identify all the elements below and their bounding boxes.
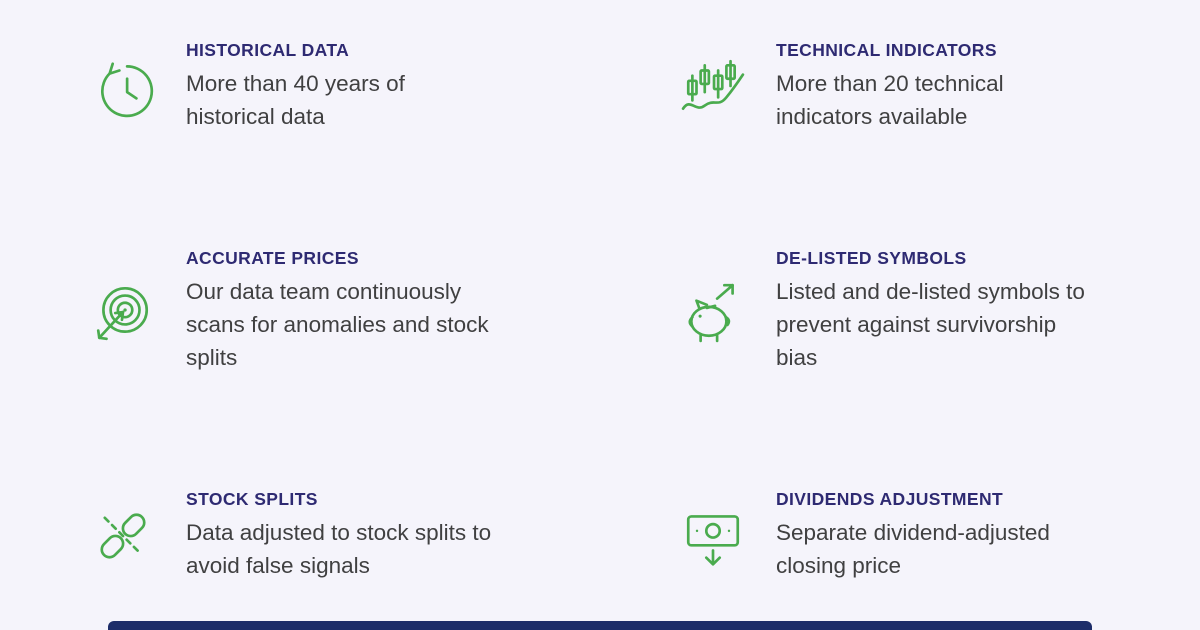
- feature-dividends-adjustment: DIVIDENDS ADJUSTMENT Separate dividend-a…: [680, 489, 1130, 582]
- feature-title: DIVIDENDS ADJUSTMENT: [776, 489, 1004, 510]
- candlestick-chart-icon: [680, 54, 746, 120]
- feature-title: STOCK SPLITS: [186, 489, 318, 510]
- feature-description: More than 20 technical indicators availa…: [776, 71, 1004, 130]
- feature-accurate-prices: ACCURATE PRICES Our data team continuous…: [90, 248, 540, 374]
- feature-grid: HISTORICAL DATA More than 40 years of hi…: [90, 40, 1130, 582]
- feature-text-block: ACCURATE PRICES Our data team continuous…: [186, 248, 489, 374]
- feature-historical-data: HISTORICAL DATA More than 40 years of hi…: [90, 40, 540, 133]
- feature-title: TECHNICAL INDICATORS: [776, 40, 997, 60]
- feature-description: Our data team continuously scans for ano…: [186, 279, 489, 371]
- feature-title: DE-LISTED SYMBOLS: [776, 248, 967, 269]
- feature-title: ACCURATE PRICES: [186, 248, 359, 269]
- feature-description: More than 40 years of historical data: [186, 71, 405, 130]
- feature-description: Data adjusted to stock splits to avoid f…: [186, 520, 492, 579]
- bottom-section-edge: [108, 621, 1092, 630]
- banknote-down-arrow-icon: [680, 503, 746, 569]
- target-bullseye-arrow-icon: [90, 278, 156, 344]
- feature-technical-indicators: TECHNICAL INDICATORS More than 20 techni…: [680, 40, 1130, 133]
- split-capsule-icon: [90, 503, 156, 569]
- piggy-bank-arrow-icon: [680, 278, 746, 344]
- feature-description: Separate dividend-adjusted closing price: [776, 520, 1050, 579]
- feature-delisted-symbols: DE-LISTED SYMBOLS Listed and de-listed s…: [680, 248, 1130, 374]
- feature-description: Listed and de-listed symbols to prevent …: [776, 279, 1085, 371]
- history-clock-icon: [90, 54, 156, 120]
- feature-text-block: DE-LISTED SYMBOLS Listed and de-listed s…: [776, 248, 1085, 374]
- feature-text-block: DIVIDENDS ADJUSTMENT Separate dividend-a…: [776, 489, 1050, 582]
- feature-text-block: TECHNICAL INDICATORS More than 20 techni…: [776, 40, 1004, 133]
- feature-stock-splits: STOCK SPLITS Data adjusted to stock spli…: [90, 489, 540, 582]
- feature-text-block: HISTORICAL DATA More than 40 years of hi…: [186, 40, 405, 133]
- feature-text-block: STOCK SPLITS Data adjusted to stock spli…: [186, 489, 491, 582]
- feature-title: HISTORICAL DATA: [186, 40, 350, 60]
